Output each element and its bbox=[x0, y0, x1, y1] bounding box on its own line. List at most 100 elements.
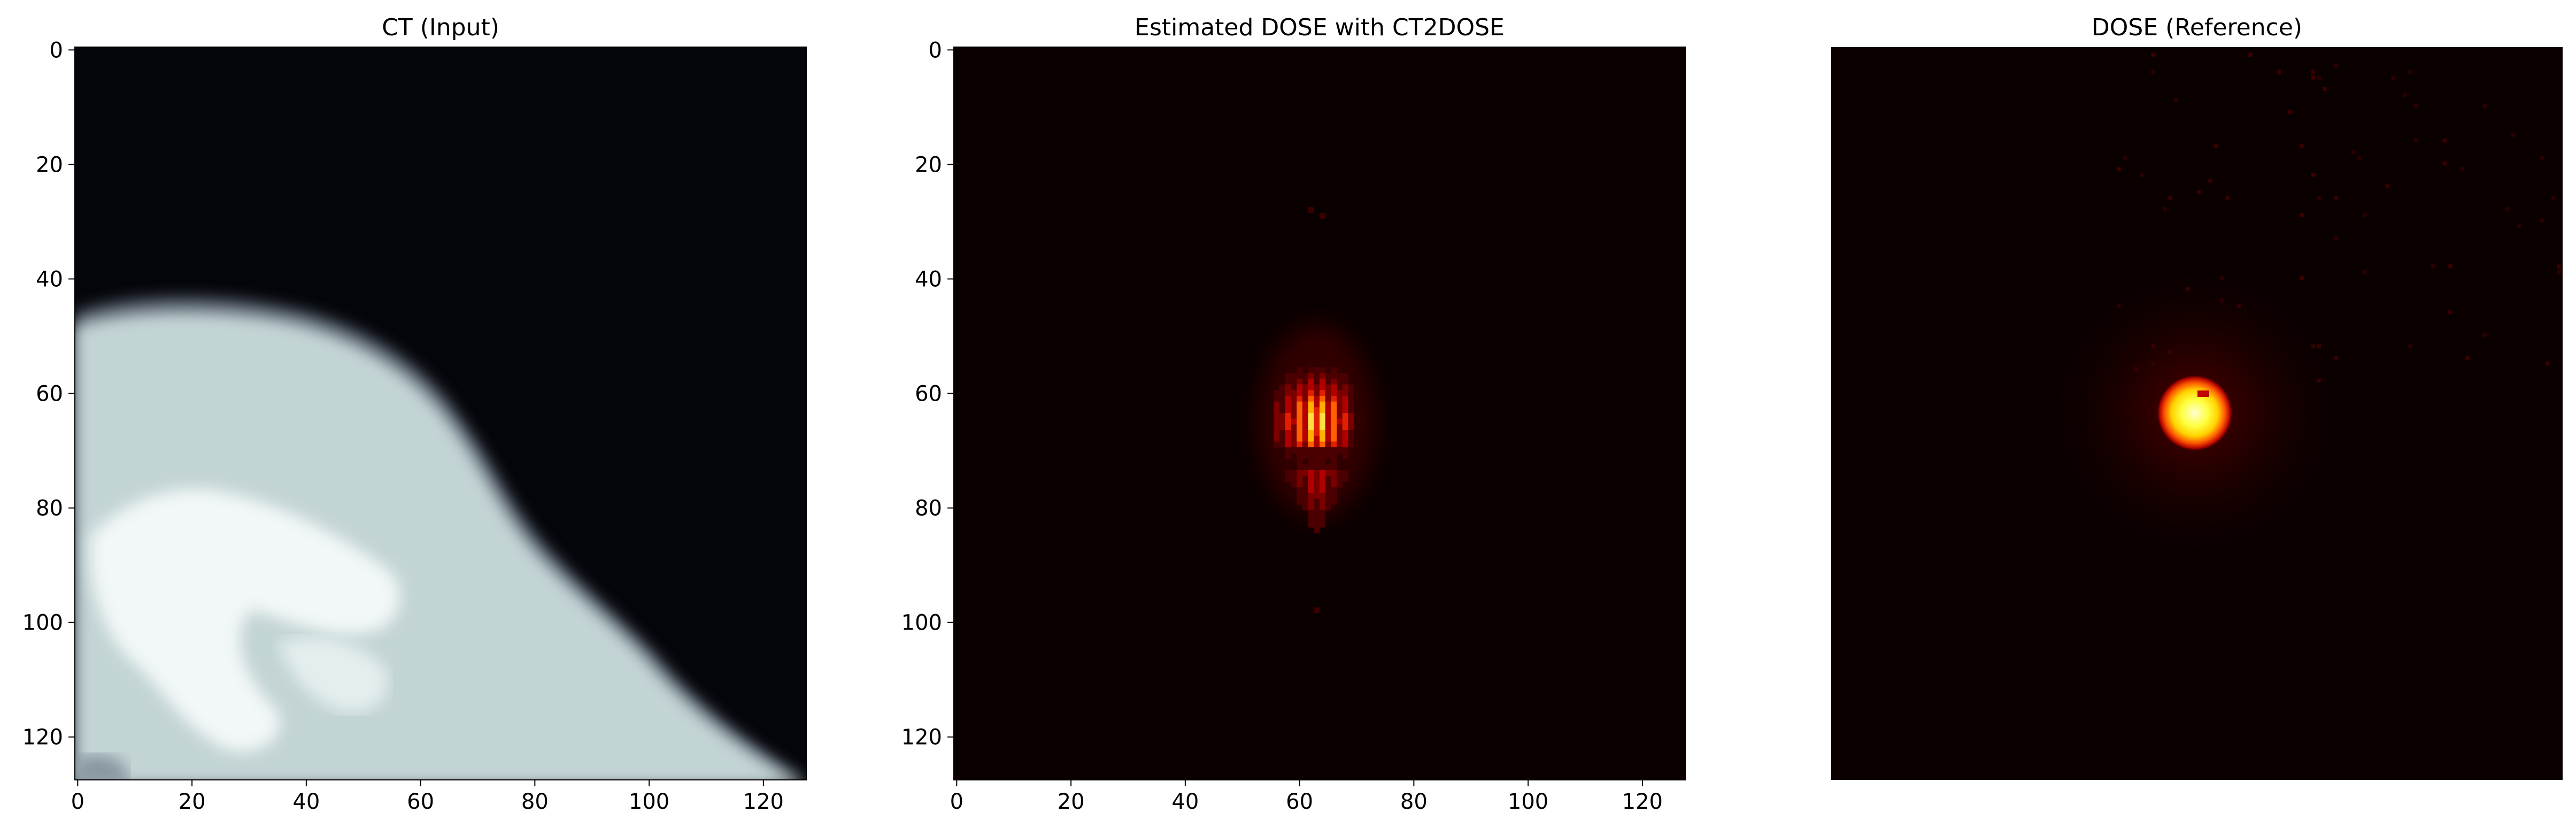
est-dose-pixel bbox=[1274, 430, 1280, 436]
est-dose-pixel bbox=[1302, 447, 1309, 454]
est-dose-pixel bbox=[1302, 499, 1309, 505]
est-dose-pixel bbox=[1331, 493, 1337, 499]
est-dose-pixel bbox=[1337, 430, 1343, 436]
est-dose-pixel bbox=[1308, 424, 1314, 431]
est-dose-pixel bbox=[1331, 499, 1337, 505]
ref-dose-speck bbox=[2448, 264, 2452, 269]
est-dose-pixel bbox=[1291, 476, 1297, 482]
est-dose-pixel bbox=[1314, 418, 1320, 425]
est-dose-pixel bbox=[1314, 499, 1320, 505]
est-dose-pixel bbox=[1314, 441, 1320, 448]
est-dose-pixel bbox=[1308, 504, 1314, 511]
est-dose-pixel bbox=[1337, 435, 1343, 442]
ref-dose-speck bbox=[2551, 195, 2556, 200]
est-dose-pixel bbox=[1297, 407, 1303, 413]
est-dose-pixel bbox=[1291, 430, 1297, 436]
est-dose-pixel bbox=[1325, 470, 1331, 477]
est-dose-pixel bbox=[1274, 401, 1280, 408]
est-dose-pixel bbox=[1325, 407, 1331, 413]
est-dose-pixel bbox=[1314, 401, 1320, 408]
est-dose-pixel bbox=[1297, 390, 1303, 396]
ref-dose-speck bbox=[2482, 333, 2487, 337]
est-dose-pixel bbox=[1325, 499, 1331, 505]
est-dose-pixel bbox=[1337, 441, 1343, 448]
est-dose-pixel bbox=[1285, 390, 1292, 396]
est-dose-pixel bbox=[1291, 401, 1297, 408]
est-dose-pixel bbox=[1325, 378, 1331, 385]
est-dose-pixel bbox=[1291, 384, 1297, 390]
est-dose-pixel bbox=[1297, 413, 1303, 419]
est-dose-pixel bbox=[1342, 441, 1348, 448]
est-dose-pixel bbox=[1274, 424, 1280, 431]
est-dose-pixel bbox=[1348, 424, 1354, 431]
est-dose-pixel bbox=[1297, 447, 1303, 454]
ref-dose-speck bbox=[2300, 212, 2304, 217]
ct-y-axis: 0 20 40 60 80 100 120 bbox=[22, 38, 75, 750]
est-dose-pixel bbox=[1325, 435, 1331, 442]
est-dose-pixel bbox=[1308, 367, 1314, 373]
est-dose-pixel bbox=[1297, 470, 1303, 477]
est-dose-pixel bbox=[1348, 435, 1354, 442]
est-dose-pixel bbox=[1297, 395, 1303, 402]
est-dose-pixel bbox=[1291, 481, 1297, 488]
est-dose-pixel bbox=[1331, 470, 1337, 477]
est-dose-pixel bbox=[1302, 395, 1309, 402]
est-dose-pixel bbox=[1342, 407, 1348, 413]
est-dose-panel-title: Estimated DOSE with CT2DOSE bbox=[1135, 14, 1505, 41]
ref-dose-speck bbox=[2317, 344, 2321, 349]
ct-y-tick-label: 20 bbox=[36, 152, 63, 177]
est-dose-pixel bbox=[1314, 504, 1320, 511]
est-dose-pixel bbox=[1308, 481, 1314, 488]
est-dose-pixel bbox=[1325, 504, 1331, 511]
est-dose-pixel bbox=[1274, 407, 1280, 413]
est-dose-pixel bbox=[1331, 367, 1337, 373]
est-dose-pixel bbox=[1297, 418, 1303, 425]
ref-dose-speck bbox=[2505, 207, 2510, 211]
est-dose-pixel bbox=[1308, 378, 1314, 385]
est-dose-pixel bbox=[1291, 418, 1297, 425]
est-dose-pixel bbox=[1314, 464, 1320, 471]
est-dose-pixel bbox=[1337, 373, 1343, 379]
est-dose-pixel bbox=[1342, 418, 1348, 425]
ref-dose-speck bbox=[2123, 156, 2127, 160]
est-dose-pixel bbox=[1297, 378, 1303, 385]
est-dose-pixel bbox=[1337, 476, 1343, 482]
est-dose-pixel bbox=[1297, 493, 1303, 499]
est-dose-pixel bbox=[1302, 435, 1309, 442]
est-dose-pixel bbox=[1342, 373, 1348, 379]
est-dose-y-tick-label: 100 bbox=[901, 611, 942, 635]
est-dose-speck bbox=[1320, 212, 1325, 219]
est-dose-pixel bbox=[1279, 441, 1286, 448]
est-dose-pixel bbox=[1342, 384, 1348, 390]
est-dose-pixel bbox=[1297, 373, 1303, 379]
ct-y-tick-label: 120 bbox=[22, 725, 63, 750]
est-dose-pixel bbox=[1285, 401, 1292, 408]
est-dose-pixel bbox=[1314, 487, 1320, 494]
est-dose-pixel bbox=[1302, 493, 1309, 499]
est-dose-pixel bbox=[1320, 447, 1326, 454]
est-dose-pixel bbox=[1285, 441, 1292, 448]
ref-dose-speck bbox=[2323, 87, 2327, 91]
est-dose-pixel bbox=[1337, 447, 1343, 454]
est-dose-pixel bbox=[1285, 435, 1292, 442]
est-dose-pixel bbox=[1320, 516, 1326, 522]
est-dose-pixel bbox=[1302, 470, 1309, 477]
est-dose-pixel bbox=[1325, 441, 1331, 448]
est-dose-pixel bbox=[1291, 447, 1297, 454]
est-dose-pixel bbox=[1320, 378, 1326, 385]
est-dose-pixel bbox=[1285, 470, 1292, 477]
est-dose-y-axis: 0 20 40 60 80 100 120 bbox=[901, 38, 954, 750]
ref-dose-speck bbox=[2277, 70, 2281, 74]
ref-dose-speck bbox=[2517, 224, 2521, 228]
est-dose-x-tick-label: 100 bbox=[1508, 790, 1548, 814]
est-dose-pixel bbox=[1342, 476, 1348, 482]
est-dose-pixel bbox=[1297, 464, 1303, 471]
est-dose-pixel bbox=[1320, 384, 1326, 390]
est-dose-pixel bbox=[1285, 418, 1292, 425]
est-dose-pixel bbox=[1325, 384, 1331, 390]
ref-dose-speck bbox=[2334, 195, 2338, 200]
est-dose-pixel bbox=[1314, 390, 1320, 396]
est-dose-pixel bbox=[1337, 401, 1343, 408]
est-dose-x-tick-label: 20 bbox=[1058, 790, 1085, 814]
